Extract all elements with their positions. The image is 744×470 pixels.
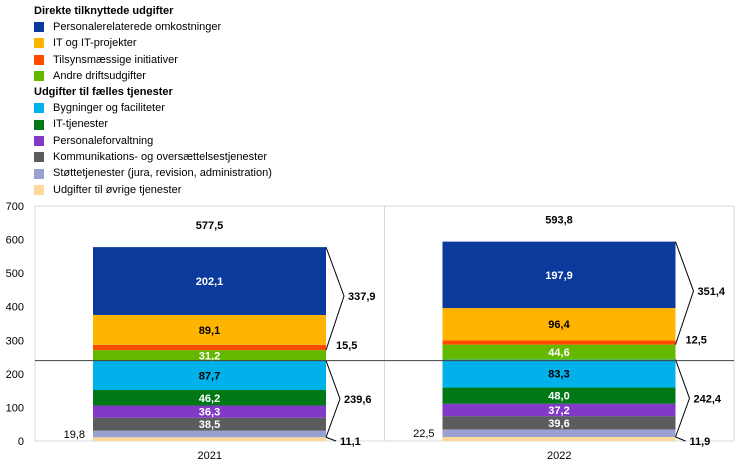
legend-group-title-direct: Direkte tilknyttede udgifter <box>34 5 174 17</box>
bar-segment <box>442 344 676 360</box>
bar-segment <box>442 359 676 388</box>
y-tick-label: 500 <box>6 268 24 280</box>
segment-label: 37,2 <box>548 405 569 417</box>
legend: Direkte tilknyttede udgifter Personalere… <box>34 3 272 198</box>
bracket-label-direct: 337,9 <box>348 291 376 303</box>
bar-segment <box>93 405 326 418</box>
segment-label: 36,3 <box>199 407 220 419</box>
legend-label: Andre driftsudgifter <box>53 69 146 82</box>
bar-segment <box>442 416 676 430</box>
legend-swatch <box>34 71 44 82</box>
legend-item-it-projects: IT og IT-projekter <box>34 35 272 51</box>
legend-label: Kommunikations- og oversættelsestjeneste… <box>53 151 267 164</box>
segment-label: 202,1 <box>196 276 224 288</box>
segment-label: 197,9 <box>545 270 573 282</box>
x-tick-label: 2021 <box>198 450 222 462</box>
legend-label: Personalerelaterede omkostninger <box>53 21 222 33</box>
y-tick-label: 0 <box>18 436 24 448</box>
legend-label: Bygninger og faciliteter <box>53 102 165 115</box>
legend-item-other-operating: Andre driftsudgifter <box>34 68 272 84</box>
bar-segment <box>93 344 326 351</box>
legend-label: Udgifter til øvrige tjenester <box>53 183 182 196</box>
legend-item-other-services: Udgifter til øvrige tjenester <box>34 182 272 198</box>
bar-segment <box>442 429 676 438</box>
bar-segment <box>442 403 676 417</box>
y-tick-label: 700 <box>6 201 24 213</box>
legend-swatch <box>34 168 44 179</box>
bracket-label-direct: 351,4 <box>698 286 726 298</box>
segment-label: 48,0 <box>548 391 569 403</box>
legend-label: IT-tjenester <box>53 118 109 131</box>
bar-segment <box>93 417 326 431</box>
bar-segment <box>93 430 326 438</box>
segment-label: 96,4 <box>548 319 570 331</box>
bracket-direct <box>325 246 345 351</box>
legend-item-buildings: Bygninger og faciliteter <box>34 100 272 116</box>
segment-label: 38,5 <box>199 419 220 431</box>
left-value-label: 22,5 <box>413 428 434 440</box>
legend-swatch <box>34 119 44 130</box>
total-label: 593,8 <box>545 215 573 227</box>
bracket-shared <box>325 360 341 438</box>
legend-item-support: Støttetjenester (jura, revision, adminis… <box>34 165 272 181</box>
bar-segment <box>93 437 326 441</box>
bar-segment <box>93 390 326 406</box>
legend-swatch <box>34 54 44 65</box>
y-tick-label: 600 <box>6 235 24 247</box>
bracket-direct <box>675 241 695 345</box>
legend-label: IT og IT-projekter <box>53 37 137 50</box>
bracket-other <box>675 436 686 442</box>
legend-swatch <box>34 135 44 146</box>
legend-item-personnel: Personalerelaterede omkostninger <box>34 19 272 35</box>
bar-segment <box>442 437 676 441</box>
bracket-label-supervisory: 12,5 <box>686 335 707 347</box>
legend-label: Personaleforvaltning <box>53 134 154 147</box>
segment-label: 31,2 <box>199 350 220 362</box>
segment-label: 46,2 <box>199 393 220 405</box>
bar-segment <box>93 360 326 391</box>
y-tick-label: 200 <box>6 369 24 381</box>
legend-swatch <box>34 103 44 114</box>
left-value-label: 19,8 <box>64 429 85 441</box>
segment-label: 83,3 <box>548 369 569 381</box>
legend-swatch <box>34 38 44 49</box>
segment-label: 39,6 <box>548 418 569 430</box>
bar-segment <box>442 387 676 404</box>
legend-item-supervisory: Tilsynsmæssige initiativer <box>34 52 272 68</box>
legend-item-hr: Personaleforvaltning <box>34 133 272 149</box>
bar-segment <box>93 314 326 345</box>
bar-segment <box>442 241 676 309</box>
bar-segment <box>442 308 676 341</box>
bracket-label-other: 11,1 <box>340 436 361 448</box>
total-label: 577,5 <box>196 220 224 232</box>
bracket-other <box>325 436 337 442</box>
legend-label: Tilsynsmæssige initiativer <box>53 53 178 66</box>
legend-swatch <box>34 152 44 163</box>
bracket-label-supervisory: 15,5 <box>336 340 357 352</box>
legend-label: Støttetjenester (jura, revision, adminis… <box>53 167 272 180</box>
bar-segment <box>93 247 326 315</box>
segment-label: 87,7 <box>199 370 220 382</box>
segment-label: 44,6 <box>548 347 569 359</box>
bar-segment <box>442 340 676 345</box>
legend-swatch <box>34 22 44 33</box>
segment-label: 89,1 <box>199 325 220 337</box>
legend-group-title-shared: Udgifter til fælles tjenester <box>34 86 173 99</box>
x-tick-label: 2022 <box>547 450 571 462</box>
bracket-label-shared: 239,6 <box>344 394 372 406</box>
bracket-label-other: 11,9 <box>690 436 711 448</box>
bar-segment <box>93 350 326 361</box>
legend-swatch <box>34 184 44 195</box>
bracket-label-shared: 242,4 <box>694 393 722 405</box>
y-tick-label: 100 <box>6 402 24 414</box>
bracket-shared <box>675 359 691 438</box>
y-tick-label: 300 <box>6 335 24 347</box>
legend-item-it-services: IT-tjenester <box>34 116 272 132</box>
y-tick-label: 400 <box>6 302 24 314</box>
legend-item-communication: Kommunikations- og oversættelsestjeneste… <box>34 149 272 165</box>
